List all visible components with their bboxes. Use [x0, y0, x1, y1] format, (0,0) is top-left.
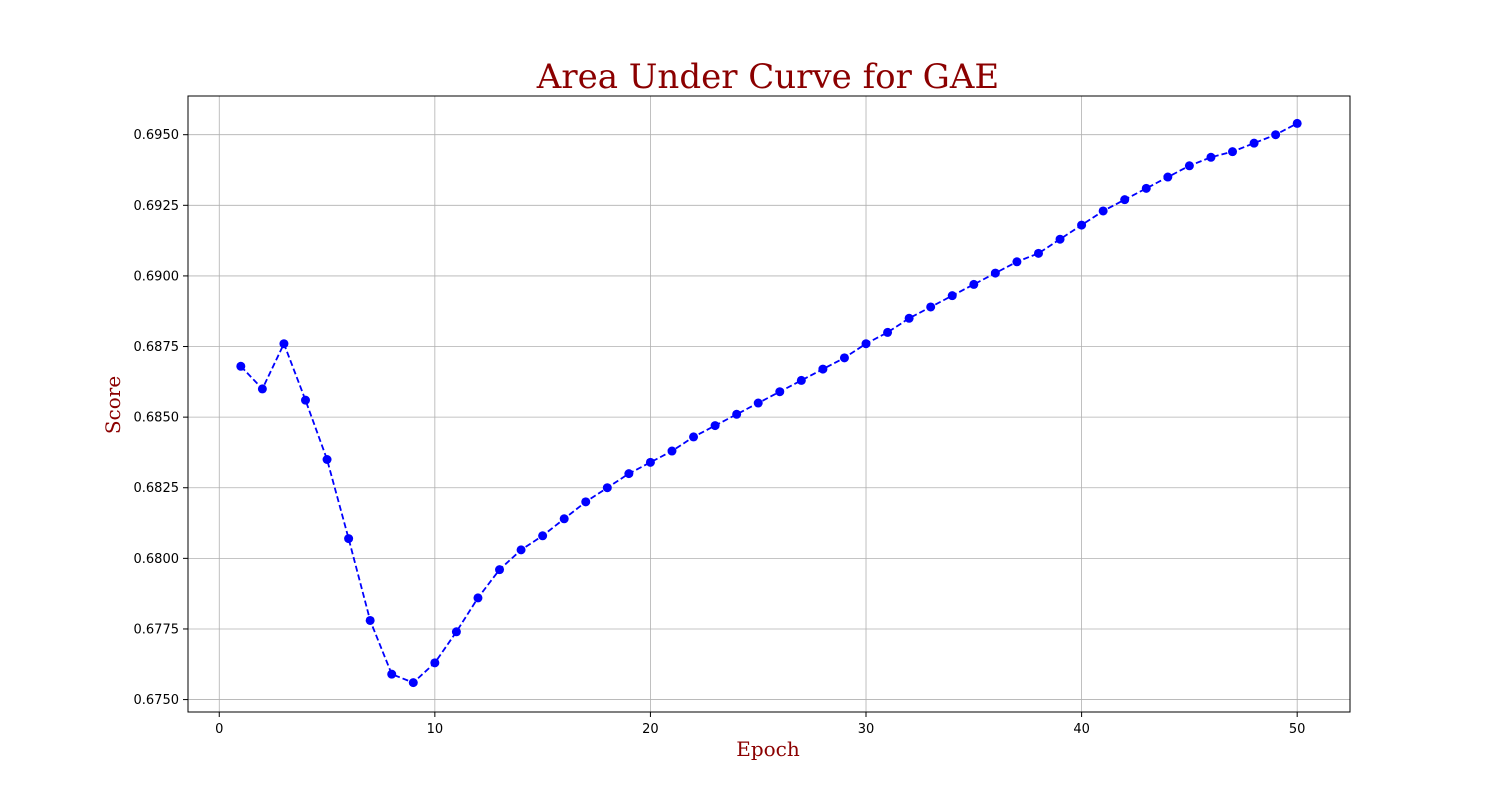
- y-tick-label: 0.6775: [134, 622, 180, 637]
- data-point: [1033, 248, 1043, 258]
- y-tick-label: 0.6950: [134, 128, 180, 143]
- data-point: [624, 469, 634, 479]
- data-point: [408, 678, 418, 688]
- data-point: [300, 395, 310, 405]
- y-tick-label: 0.6875: [134, 340, 180, 355]
- data-point: [775, 387, 785, 397]
- data-point: [1141, 183, 1151, 193]
- data-point: [451, 627, 461, 637]
- series-layer: [236, 118, 1302, 688]
- y-tick-label: 0.6850: [134, 411, 180, 426]
- data-point: [1055, 234, 1065, 244]
- data-point: [1206, 152, 1216, 162]
- y-tick-label: 0.6800: [134, 552, 180, 567]
- data-point: [1228, 147, 1238, 157]
- data-point: [861, 339, 871, 349]
- data-point: [818, 364, 828, 374]
- data-point: [796, 375, 806, 385]
- chart-title: Area Under Curve for GAE: [536, 57, 999, 97]
- data-point: [732, 409, 742, 419]
- data-point: [753, 398, 763, 408]
- data-point: [904, 313, 914, 323]
- data-point: [645, 457, 655, 467]
- data-point: [559, 514, 569, 524]
- data-point: [1271, 130, 1281, 140]
- data-point: [495, 565, 505, 575]
- data-point: [839, 353, 849, 363]
- y-tick-label: 0.6825: [134, 481, 180, 496]
- data-point: [1120, 195, 1130, 205]
- data-point: [473, 593, 483, 603]
- data-point: [710, 421, 720, 431]
- data-point: [947, 291, 957, 301]
- data-point: [322, 454, 332, 464]
- x-axis-label: Epoch: [736, 737, 800, 761]
- data-point: [365, 615, 375, 625]
- data-point: [516, 545, 526, 555]
- data-point: [926, 302, 936, 312]
- data-point: [538, 531, 548, 541]
- plot-frame: [187, 95, 1351, 713]
- x-tick-label: 0: [215, 722, 223, 737]
- x-tick-label: 50: [1289, 722, 1306, 737]
- y-tick-label: 0.6925: [134, 199, 180, 214]
- ticks: 0 10 20 30 40 50 0.6750 0.6775 0.6800 0.6825 0.685…: [134, 128, 1306, 737]
- data-point: [1163, 172, 1173, 182]
- data-point: [969, 279, 979, 289]
- x-tick-label: 20: [642, 722, 659, 737]
- data-point: [883, 327, 893, 337]
- data-point: [602, 483, 612, 493]
- data-point: [279, 339, 289, 349]
- data-point: [689, 432, 699, 442]
- data-point: [1184, 161, 1194, 171]
- x-tick-label: 10: [427, 722, 444, 737]
- data-point: [344, 534, 354, 544]
- data-point: [236, 361, 246, 371]
- data-point: [257, 384, 267, 394]
- y-axis-label: Score: [101, 376, 125, 434]
- data-point: [990, 268, 1000, 278]
- grid: [188, 96, 1350, 712]
- data-point: [387, 669, 397, 679]
- data-point: [1012, 257, 1022, 267]
- y-tick-label: 0.6750: [134, 693, 180, 708]
- data-point: [1077, 220, 1087, 230]
- data-point: [667, 446, 677, 456]
- x-tick-label: 30: [858, 722, 875, 737]
- y-tick-label: 0.6900: [134, 269, 180, 284]
- data-point: [1249, 138, 1259, 148]
- data-point: [581, 497, 591, 507]
- data-point: [1098, 206, 1108, 216]
- x-tick-label: 40: [1073, 722, 1090, 737]
- data-point: [430, 658, 440, 668]
- data-point: [1292, 118, 1302, 128]
